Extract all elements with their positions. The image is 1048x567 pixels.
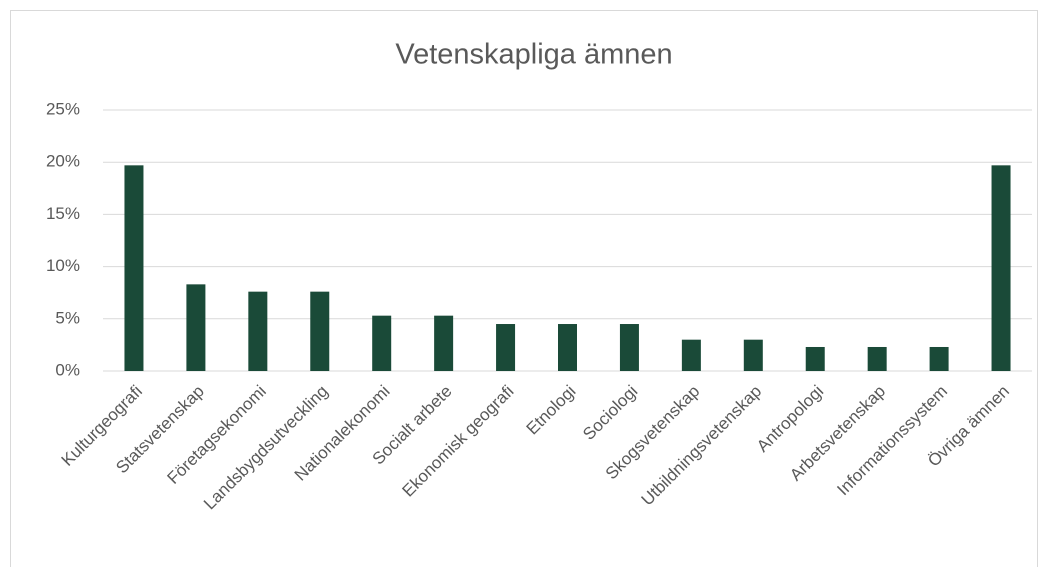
bar	[991, 165, 1011, 371]
bar	[867, 346, 887, 371]
chart-title: Vetenskapliga ämnen	[395, 39, 672, 71]
bar	[929, 346, 949, 371]
bar	[496, 324, 516, 371]
bar	[124, 165, 144, 371]
bar	[681, 339, 701, 371]
bar	[434, 315, 454, 371]
bar	[186, 284, 206, 371]
bar	[805, 346, 825, 371]
y-tick-label: 0%	[55, 360, 80, 379]
bar	[372, 315, 392, 371]
y-tick-label: 20%	[46, 152, 80, 171]
bar	[743, 339, 763, 371]
bar	[310, 291, 330, 371]
y-tick-label: 15%	[46, 204, 80, 223]
bar	[619, 324, 639, 371]
y-tick-label: 5%	[55, 308, 80, 327]
bar	[248, 291, 268, 371]
y-tick-label: 25%	[46, 99, 80, 118]
y-tick-label: 10%	[46, 256, 80, 275]
chart-frame	[10, 10, 1038, 567]
bar	[558, 324, 577, 371]
